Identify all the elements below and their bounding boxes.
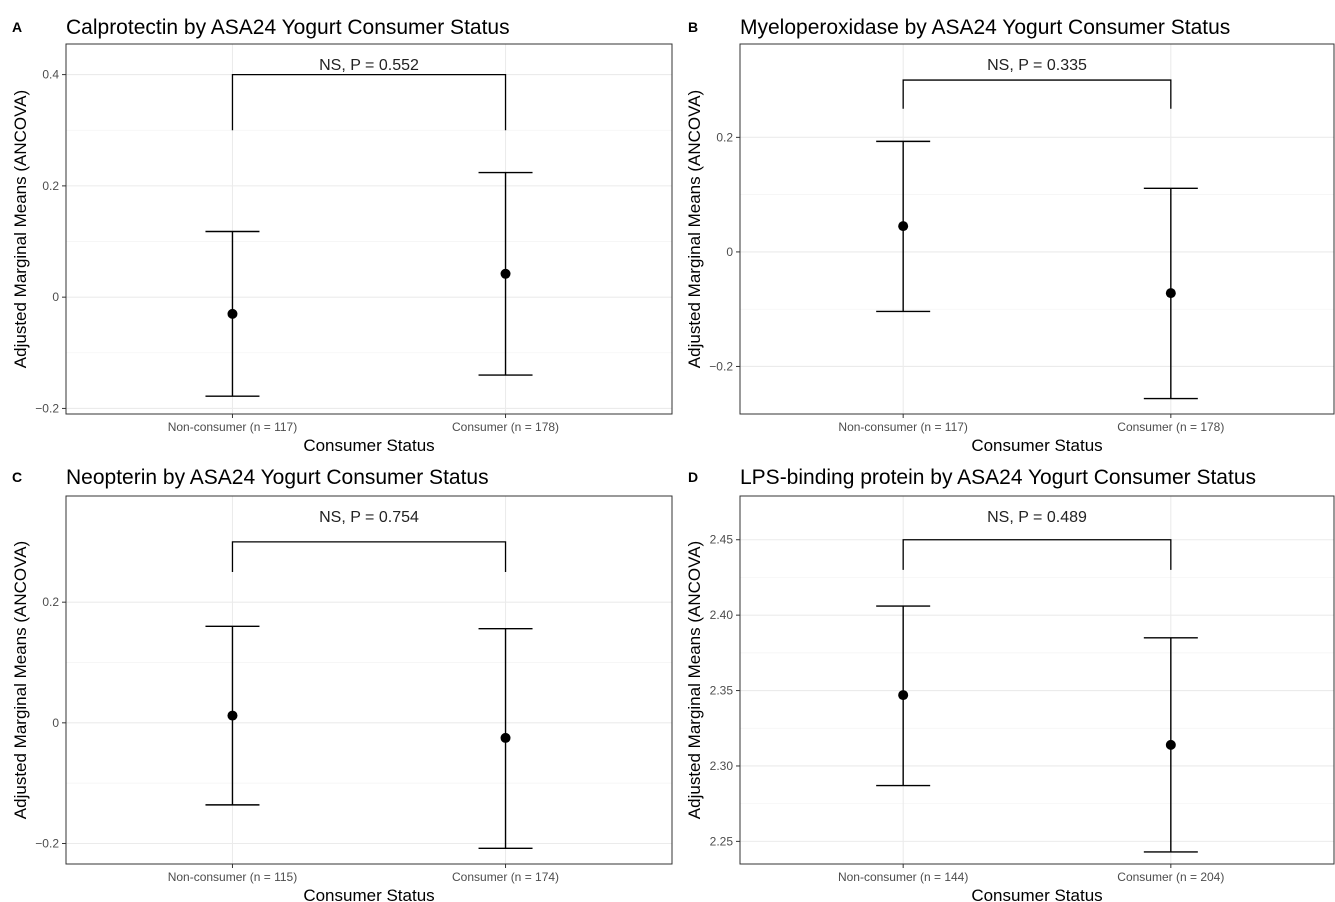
panel-c: −0.2 0 0.2 Non-consumer (n = 115) Consumer (…: [11, 466, 673, 902]
y-tick-label: 0: [52, 290, 59, 304]
y-tick-label: 2.35: [710, 684, 734, 698]
mean-point: [500, 268, 511, 279]
y-tick-label: 0.2: [42, 179, 59, 193]
mean-point: [500, 732, 511, 743]
x-tick-label: Consumer (n = 174): [452, 870, 559, 884]
panel-title: Neopterin by ASA24 Yogurt Consumer Statu…: [66, 466, 489, 489]
panel-b: −0.2 0 0.2 Non-consumer (n = 117) Consumer (…: [685, 16, 1335, 455]
y-tick-label: 0.2: [716, 130, 733, 144]
panel-letter: D: [688, 469, 698, 485]
y-axis-title: Adjusted Marginal Means (ANCOVA): [685, 90, 704, 368]
y-axis-title: Adjusted Marginal Means (ANCOVA): [11, 541, 30, 819]
mean-point: [1165, 288, 1176, 299]
x-tick-label: Non-consumer (n = 144): [838, 870, 968, 884]
y-tick-label: −0.2: [35, 401, 59, 415]
panel-border: [65, 43, 673, 415]
mean-point: [898, 221, 909, 232]
y-tick-label: 2.40: [710, 608, 734, 622]
y-tick-label: 0.2: [42, 595, 59, 609]
panel-title: Myeloperoxidase by ASA24 Yogurt Consumer…: [740, 16, 1230, 39]
x-tick-label: Non-consumer (n = 115): [168, 870, 298, 884]
panel-letter: B: [688, 19, 698, 35]
y-tick-label: 2.30: [710, 759, 734, 773]
x-tick-label: Consumer (n = 178): [1117, 420, 1224, 434]
y-tick-label: 0: [52, 716, 59, 730]
mean-point: [1165, 739, 1176, 750]
panel-title: LPS-binding protein by ASA24 Yogurt Cons…: [740, 466, 1256, 489]
significance-annotation: NS, P = 0.754: [319, 509, 419, 526]
panel-border: [65, 495, 673, 865]
x-axis-title: Consumer Status: [303, 886, 434, 902]
y-tick-label: −0.2: [709, 359, 733, 373]
x-tick-label: Non-consumer (n = 117): [838, 420, 968, 434]
x-axis-title: Consumer Status: [303, 436, 434, 455]
significance-bracket: [231, 541, 507, 573]
x-axis-title: Consumer Status: [971, 886, 1102, 902]
panel-border: [739, 495, 1335, 865]
mean-point: [227, 308, 238, 319]
panel-a: −0.2 0 0.2 0.4 Non-consumer (n = 117) Consume…: [11, 16, 673, 455]
panel-d: 2.25 2.30 2.35 2.40 2.45 Non-consumer (n = 14…: [685, 466, 1335, 902]
panel-letter: A: [12, 19, 22, 35]
y-tick-label: 0.4: [42, 68, 59, 82]
x-axis-title: Consumer Status: [971, 436, 1102, 455]
panel-title: Calprotectin by ASA24 Yogurt Consumer St…: [66, 16, 510, 39]
y-tick-label: 2.45: [710, 533, 734, 547]
y-axis-title: Adjusted Marginal Means (ANCOVA): [685, 541, 704, 819]
y-tick-label: −0.2: [35, 836, 59, 850]
significance-annotation: NS, P = 0.552: [319, 57, 419, 74]
panel-border: [739, 43, 1335, 415]
mean-point: [227, 710, 238, 721]
significance-bracket: [902, 539, 1172, 570]
x-tick-label: Non-consumer (n = 117): [168, 420, 298, 434]
significance-annotation: NS, P = 0.489: [987, 509, 1087, 526]
significance-annotation: NS, P = 0.335: [987, 57, 1087, 74]
significance-bracket: [231, 73, 507, 131]
x-tick-label: Consumer (n = 204): [1117, 870, 1224, 884]
mean-point: [898, 690, 909, 701]
x-tick-label: Consumer (n = 178): [452, 420, 559, 434]
y-tick-label: 0: [726, 245, 733, 259]
panel-letter: C: [12, 469, 22, 485]
significance-bracket: [902, 79, 1172, 109]
y-axis-title: Adjusted Marginal Means (ANCOVA): [11, 90, 30, 368]
y-tick-label: 2.25: [710, 834, 734, 848]
